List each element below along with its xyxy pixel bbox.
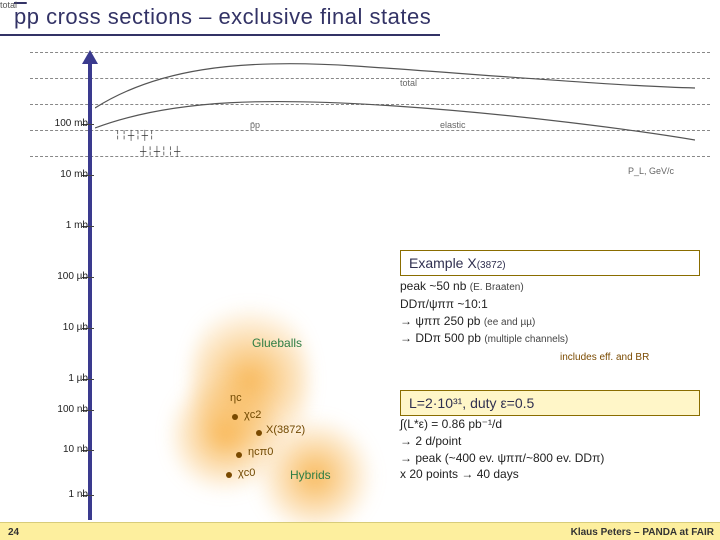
bg-label-pl: P_L, GeV/c <box>628 166 674 176</box>
chart-gridline <box>30 52 710 53</box>
lumi-line: x 20 points → 40 days <box>400 466 710 483</box>
y-tick-label: 10 mb <box>28 169 88 180</box>
region-label: Glueballs <box>252 336 302 350</box>
y-tick-label: 1 mb <box>28 220 88 231</box>
example-line: → DDπ 500 pb (multiple channels) <box>400 330 710 348</box>
lumi-line: ∫(L*ε) = 0.86 pb⁻¹/d <box>400 416 710 433</box>
footer-bar: 24 Klaus Peters – PANDA at FAIR <box>0 522 720 540</box>
y-axis-arrow <box>88 60 92 520</box>
bg-label-total: total <box>400 78 417 88</box>
chart-errorbars: ╎╎┼╎┼╎ <box>115 130 155 141</box>
particle-label: χc0 <box>238 467 255 479</box>
y-tick-label: 10 µb <box>28 322 88 333</box>
particle-label: ηc <box>230 392 242 404</box>
particle-marker <box>232 414 238 420</box>
example-line: peak ~50 nb (E. Braaten) <box>400 278 710 296</box>
y-tick-label: 1 µb <box>28 373 88 384</box>
title-underline <box>0 34 440 36</box>
curve-total <box>95 64 695 108</box>
example-heading-sub: (3872) <box>477 260 506 271</box>
chart-curves <box>95 58 695 178</box>
footer-credit: Klaus Peters – PANDA at FAIR <box>571 527 714 538</box>
page-number: 24 <box>8 527 19 538</box>
y-tick-label: 100 µb <box>28 271 88 282</box>
y-tick-label: 1 nb <box>28 489 88 500</box>
y-tick-label: 100 nb <box>28 404 88 415</box>
particle-marker <box>236 452 242 458</box>
particle-label: χc2 <box>244 409 261 421</box>
lumi-heading: L=2·10³¹, duty ε=0.5 <box>409 395 534 411</box>
bg-label-elastic: elastic <box>440 120 466 130</box>
lumi-line: → 2 d/point <box>400 433 710 450</box>
y-tick-label: 100 mb <box>28 118 88 129</box>
lumi-line: → peak (~400 ev. ψππ/~800 ev. DDπ) <box>400 450 710 467</box>
example-line: → ψππ 250 pb (ee and µµ) <box>400 313 710 331</box>
particle-label: ηcπ0 <box>248 446 273 458</box>
slide-root: pp cross sections – exclusive final stat… <box>0 0 720 540</box>
example-line: DDπ/ψππ ~10:1 <box>400 296 710 313</box>
example-box: Example X(3872) <box>400 250 700 276</box>
y-tick-label: 10 nb <box>28 444 88 455</box>
curve-elastic <box>95 101 695 140</box>
example-body: peak ~50 nb (E. Braaten)DDπ/ψππ ~10:1→ ψ… <box>400 278 710 348</box>
luminosity-body: ∫(L*ε) = 0.86 pb⁻¹/d→ 2 d/point→ peak (~… <box>400 416 710 483</box>
particle-marker <box>226 472 232 478</box>
particle-marker <box>256 430 262 436</box>
particle-label: X(3872) <box>266 424 305 436</box>
bg-label-pp: p̄p <box>250 120 260 130</box>
chart-errorbars: ┼╎┼╎╎┼ <box>140 146 181 157</box>
example-includes: includes eff. and BR <box>560 352 649 363</box>
title-rest: p cross sections – exclusive final state… <box>27 4 431 29</box>
example-heading: Example X <box>409 255 477 271</box>
region-label: Hybrids <box>290 468 331 482</box>
page-title: pp cross sections – exclusive final stat… <box>14 4 431 30</box>
chart-label-total: total <box>0 0 17 10</box>
luminosity-box: L=2·10³¹, duty ε=0.5 <box>400 390 700 416</box>
